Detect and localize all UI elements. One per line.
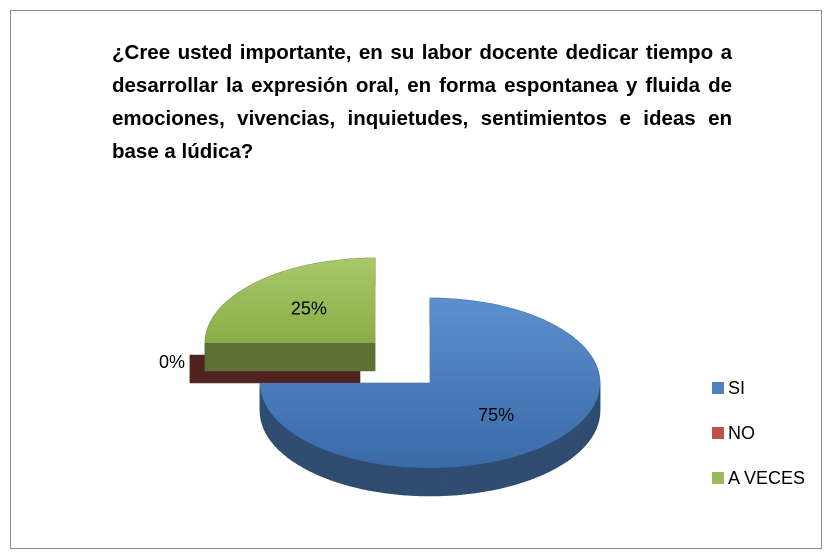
pie-slice (259, 297, 601, 497)
legend-label: SI (728, 378, 745, 398)
data-label: 0% (159, 352, 185, 372)
legend-label: A VECES (728, 468, 805, 488)
slice-top (205, 258, 375, 343)
slice-side (268, 408, 272, 443)
slice-side (482, 462, 492, 493)
slice-side (438, 467, 449, 497)
slice-side (588, 408, 592, 443)
slice-side (576, 420, 582, 455)
slice-side (297, 435, 304, 469)
slice-side (581, 416, 586, 451)
slice-side (572, 424, 578, 458)
slice-side (473, 463, 483, 494)
slice-side (274, 416, 279, 451)
slice-side (585, 412, 589, 447)
slice-side (292, 432, 299, 466)
slice-side (352, 458, 362, 490)
legend-label: NO (728, 423, 755, 443)
slice-side (278, 420, 284, 455)
slice-side (368, 462, 378, 493)
slice-side (543, 442, 551, 475)
slice-side (315, 445, 324, 478)
slice-side (394, 465, 404, 496)
data-label: 75% (478, 405, 514, 425)
legend-swatch (712, 472, 724, 484)
slice-side (420, 467, 431, 497)
slice-side (282, 424, 288, 458)
slice-side (360, 460, 370, 491)
slice-side (556, 435, 563, 469)
legend-swatch (712, 382, 724, 394)
slice-side (385, 464, 395, 495)
slice-side (561, 432, 568, 466)
slice-side (447, 466, 457, 496)
pie-slice (204, 257, 376, 372)
slice-side (429, 467, 440, 497)
slice-side (337, 453, 346, 486)
slice-top (260, 298, 600, 468)
slice-side (591, 403, 595, 439)
slice-side (506, 456, 516, 488)
chart-title: ¿Cree usted importante, en su labor doce… (112, 41, 732, 163)
slice-side (377, 463, 387, 494)
slice-side (287, 428, 293, 462)
slice-side (411, 467, 422, 497)
slice-side (344, 456, 354, 488)
slice-side (549, 439, 557, 472)
data-label: 25% (291, 299, 327, 319)
slice-side (465, 464, 475, 495)
slice-side (490, 460, 500, 491)
slice-side (522, 451, 531, 483)
slice-side (536, 445, 545, 478)
slice-side (529, 448, 538, 481)
slice-side (329, 451, 338, 483)
slice-side (271, 412, 275, 447)
slice-side (498, 458, 508, 490)
slice-side (403, 466, 413, 496)
slice-side (514, 453, 523, 486)
slice-side (456, 465, 466, 496)
slice-side (322, 448, 331, 481)
legend-swatch (712, 427, 724, 439)
slice-side (567, 428, 573, 462)
slice-side (303, 439, 311, 472)
slice-side (309, 442, 317, 475)
slice-side (593, 400, 597, 434)
slice-side (204, 342, 376, 372)
